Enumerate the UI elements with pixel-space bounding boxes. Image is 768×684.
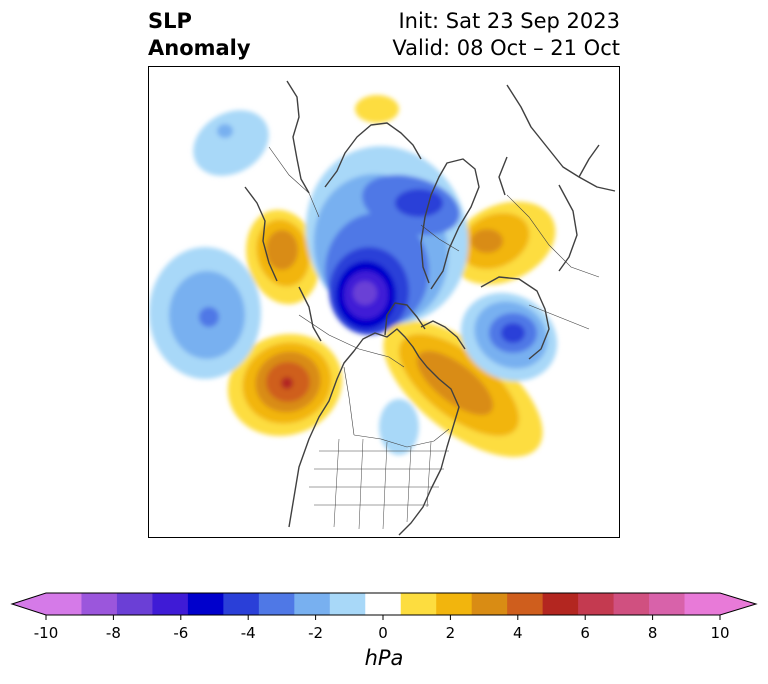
- colorbar-segment-n3_2: [294, 593, 331, 615]
- anomaly-great-lakes-low: [379, 399, 419, 455]
- tick-label-minus-4: -4: [240, 624, 256, 642]
- country-borders: [268, 146, 600, 448]
- colorbar-segment-n10_9: [46, 593, 82, 615]
- colorbar-segment-n8_7: [116, 593, 153, 615]
- colorbar-segments: [10, 592, 758, 620]
- colorbar-segment-p8_9: [649, 593, 686, 615]
- tick-label-minus-6: -6: [173, 624, 189, 642]
- anomaly-scandinavia-high: [355, 95, 399, 123]
- colorbar-segment-p3_4: [471, 593, 508, 615]
- colorbar-extend-max: [720, 593, 756, 615]
- title-left: SLP Anomaly: [148, 8, 251, 62]
- tick-label-4: 4: [513, 624, 523, 642]
- anomaly-north-atlantic-high: [383, 321, 543, 457]
- tick-label-minus-8: -8: [105, 624, 121, 642]
- colorbar-segment-n2_1: [329, 593, 366, 615]
- tick-label-minus-2: -2: [308, 624, 324, 642]
- colorbar-segment-n7_6: [152, 593, 189, 615]
- colorbar-segment-p2_3: [436, 593, 473, 615]
- coastlines: [244, 80, 616, 536]
- title-type: Anomaly: [148, 36, 251, 60]
- tick-label-0: 0: [378, 624, 388, 642]
- colorbar-segment-p4_5: [507, 593, 544, 615]
- anomaly-north-pacific-low: [149, 247, 261, 379]
- anomaly-ural-high: [450, 201, 556, 285]
- map-panel: [148, 66, 620, 538]
- colorbar: -10 -8 -6 -4 -2 0 2 4 6 8 10 hPa: [0, 586, 768, 684]
- us-state-borders: [309, 438, 449, 530]
- anomaly-fields: [149, 95, 558, 457]
- tick-label-10: 10: [710, 624, 730, 642]
- colorbar-segment-n4_3: [258, 593, 295, 615]
- slp-anomaly-map: [149, 67, 619, 537]
- colorbar-unit-label: hPa: [364, 646, 404, 670]
- colorbar-svg: [10, 592, 758, 620]
- tick-label-2: 2: [445, 624, 456, 642]
- colorbar-segment-n9_8: [81, 593, 118, 615]
- colorbar-segment-p5_6: [542, 593, 579, 615]
- tick-label-6: 6: [580, 624, 590, 642]
- colorbar-segment-n5_4: [223, 593, 260, 615]
- anomaly-western-pacific-low: [193, 110, 269, 176]
- colorbar-segment-p1_2: [400, 593, 437, 615]
- anomaly-east-asia-high: [246, 209, 320, 305]
- valid-range: Valid: 08 Oct – 21 Oct: [392, 36, 620, 60]
- colorbar-segment-n1_1: [365, 593, 402, 615]
- colorbar-segment-p6_7: [578, 593, 615, 615]
- colorbar-segment-n6_5: [187, 593, 224, 615]
- tick-label-minus-10: -10: [33, 624, 59, 642]
- tick-label-8: 8: [647, 624, 658, 642]
- init-date: Init: Sat 23 Sep 2023: [398, 9, 620, 33]
- anomaly-siberia-low: [460, 292, 558, 382]
- title-right: Init: Sat 23 Sep 2023 Valid: 08 Oct – 21…: [392, 8, 620, 62]
- colorbar-segment-p9_10: [684, 593, 721, 615]
- colorbar-extend-min: [12, 593, 46, 615]
- colorbar-segment-p7_8: [613, 593, 650, 615]
- title-variable: SLP: [148, 9, 192, 33]
- anomaly-northeast-pacific-high: [227, 333, 343, 437]
